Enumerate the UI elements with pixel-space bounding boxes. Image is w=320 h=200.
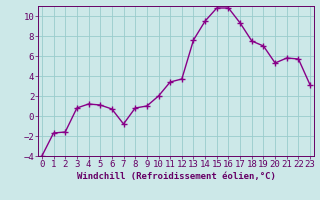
X-axis label: Windchill (Refroidissement éolien,°C): Windchill (Refroidissement éolien,°C): [76, 172, 276, 181]
